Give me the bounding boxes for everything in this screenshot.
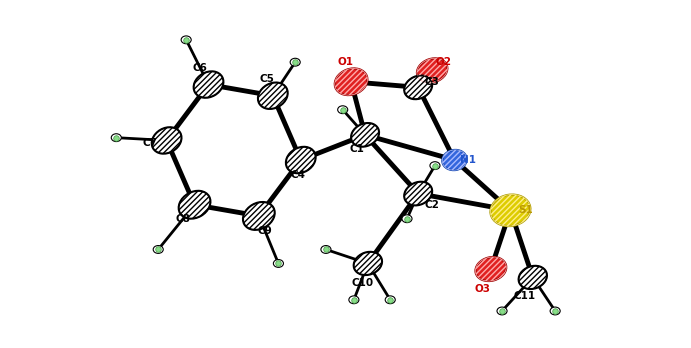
Text: O1: O1 bbox=[337, 57, 354, 67]
Ellipse shape bbox=[181, 36, 191, 44]
Ellipse shape bbox=[497, 307, 507, 315]
Ellipse shape bbox=[550, 307, 560, 315]
Text: C4: C4 bbox=[290, 170, 305, 180]
Text: N1: N1 bbox=[460, 155, 477, 165]
Text: C2: C2 bbox=[425, 200, 439, 210]
Ellipse shape bbox=[402, 215, 412, 223]
Text: C10: C10 bbox=[351, 278, 373, 288]
Ellipse shape bbox=[354, 252, 382, 275]
Text: O2: O2 bbox=[435, 57, 451, 67]
Ellipse shape bbox=[491, 195, 531, 226]
Ellipse shape bbox=[274, 260, 283, 267]
Text: C7: C7 bbox=[142, 138, 158, 148]
Text: C8: C8 bbox=[176, 214, 191, 224]
Ellipse shape bbox=[290, 58, 300, 66]
Ellipse shape bbox=[111, 134, 122, 142]
Ellipse shape bbox=[349, 296, 359, 304]
Ellipse shape bbox=[338, 106, 348, 114]
Text: C1: C1 bbox=[349, 144, 364, 154]
Ellipse shape bbox=[351, 123, 379, 147]
Ellipse shape bbox=[417, 58, 447, 83]
Ellipse shape bbox=[442, 150, 466, 170]
Ellipse shape bbox=[258, 82, 287, 109]
Ellipse shape bbox=[321, 246, 331, 253]
Ellipse shape bbox=[404, 182, 432, 205]
Text: C11: C11 bbox=[513, 291, 536, 301]
Ellipse shape bbox=[404, 76, 432, 99]
Ellipse shape bbox=[334, 68, 368, 95]
Ellipse shape bbox=[153, 246, 163, 253]
Ellipse shape bbox=[152, 127, 182, 154]
Ellipse shape bbox=[179, 191, 211, 219]
Ellipse shape bbox=[286, 147, 316, 173]
Ellipse shape bbox=[430, 162, 440, 169]
Ellipse shape bbox=[519, 266, 547, 289]
Text: C9: C9 bbox=[257, 226, 272, 236]
Text: S1: S1 bbox=[518, 205, 533, 215]
Text: C5: C5 bbox=[260, 74, 274, 84]
Text: C6: C6 bbox=[193, 63, 207, 73]
Ellipse shape bbox=[193, 71, 223, 98]
Ellipse shape bbox=[243, 202, 275, 230]
Text: C3: C3 bbox=[425, 77, 439, 87]
Ellipse shape bbox=[475, 257, 507, 281]
Text: O3: O3 bbox=[475, 284, 491, 294]
Ellipse shape bbox=[385, 296, 395, 304]
